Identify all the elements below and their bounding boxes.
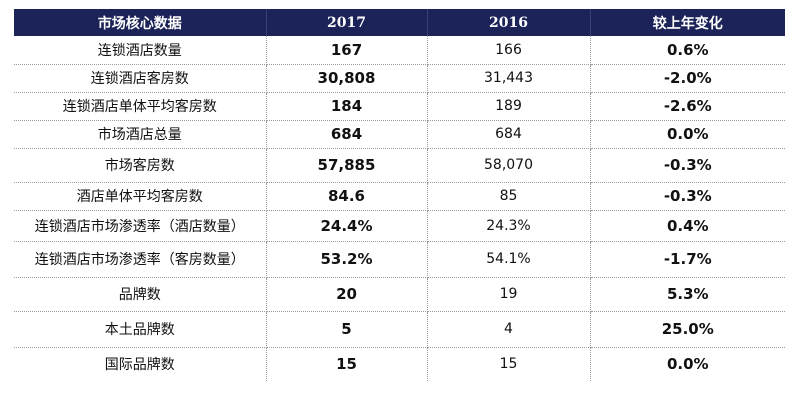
row-label: 连锁酒店客房数 <box>14 64 267 93</box>
value-2017: 53.2% <box>266 241 428 278</box>
header-metric: 市场核心数据 <box>14 9 267 36</box>
value-change: 0.6% <box>590 36 785 65</box>
value-2017: 30,808 <box>266 64 428 93</box>
value-2017: 24.4% <box>266 210 428 242</box>
value-2017: 184 <box>266 92 428 121</box>
value-change: -0.3% <box>590 148 785 183</box>
value-2016: 24.3% <box>427 210 591 242</box>
header-row: 市场核心数据 2017 2016 较上年变化 <box>14 9 785 36</box>
table-row: 市场客房数 57,885 58,070 -0.3% <box>14 148 785 183</box>
value-2017: 167 <box>266 36 428 65</box>
market-data-table: 市场核心数据 2017 2016 较上年变化 连锁酒店数量 167 166 0.6% 连… <box>14 9 785 381</box>
table-row: 连锁酒店单体平均客房数 184 189 -2.6% <box>14 92 785 121</box>
row-label: 连锁酒店数量 <box>14 36 267 65</box>
value-2016: 58,070 <box>427 148 591 183</box>
value-change: 5.3% <box>590 277 785 312</box>
row-label: 市场酒店总量 <box>14 120 267 149</box>
row-label: 酒店单体平均客房数 <box>14 182 267 211</box>
value-2016: 684 <box>427 120 591 149</box>
table-body: 连锁酒店数量 167 166 0.6% 连锁酒店客房数 30,808 31,443 -2.0%… <box>14 36 785 381</box>
value-change: 0.4% <box>590 210 785 242</box>
header-change: 较上年变化 <box>590 9 785 36</box>
value-2016: 4 <box>427 311 591 348</box>
value-change: -0.3% <box>590 182 785 211</box>
value-change: -1.7% <box>590 241 785 278</box>
row-label: 连锁酒店市场渗透率（酒店数量） <box>14 210 267 242</box>
value-change: -2.6% <box>590 92 785 121</box>
header-2017: 2017 <box>266 9 428 36</box>
value-change: 0.0% <box>590 120 785 149</box>
value-2017: 684 <box>266 120 428 149</box>
value-2016: 166 <box>427 36 591 65</box>
value-change: 0.0% <box>666 355 709 374</box>
table-row: 连锁酒店数量 167 166 0.6% <box>14 36 785 65</box>
table-row: 酒店单体平均客房数 84.6 85 -0.3% <box>14 182 785 211</box>
row-label: 连锁酒店单体平均客房数 <box>14 92 267 121</box>
table-row: 市场酒店总量 684 684 0.0% <box>14 120 785 149</box>
header-2016: 2016 <box>427 9 591 36</box>
value-2017: 84.6 <box>266 182 428 211</box>
table-row: 国际品牌数 15 15 0.0% <box>14 347 785 381</box>
table-row: 连锁酒店市场渗透率（客房数量） 53.2% 54.1% -1.7% <box>14 241 785 278</box>
value-2017: 5 <box>266 311 428 348</box>
value-2016: 85 <box>427 182 591 211</box>
table-row: 连锁酒店客房数 30,808 31,443 -2.0% <box>14 64 785 93</box>
table-row: 品牌数 20 19 5.3% <box>14 277 785 312</box>
table-row: 连锁酒店市场渗透率（酒店数量） 24.4% 24.3% 0.4% <box>14 210 785 242</box>
value-2017: 15 <box>266 347 428 381</box>
row-label: 国际品牌数 <box>14 347 267 381</box>
table-row: 本土品牌数 5 4 25.0% <box>14 311 785 348</box>
row-label: 本土品牌数 <box>14 311 267 348</box>
row-label: 连锁酒店市场渗透率（客房数量） <box>14 241 267 278</box>
value-2017: 20 <box>266 277 428 312</box>
value-2016: 15 <box>427 347 591 381</box>
market-data-table-container: 市场核心数据 2017 2016 较上年变化 连锁酒店数量 167 166 0.6% 连… <box>14 9 785 381</box>
value-change: -2.0% <box>590 64 785 93</box>
value-2016: 54.1% <box>427 241 591 278</box>
value-2017: 57,885 <box>266 148 428 183</box>
value-2016: 19 <box>427 277 591 312</box>
value-change: 25.0% <box>590 311 785 348</box>
row-label: 市场客房数 <box>14 148 267 183</box>
value-2016: 189 <box>427 92 591 121</box>
value-2016: 31,443 <box>427 64 591 93</box>
row-label: 品牌数 <box>14 277 267 312</box>
